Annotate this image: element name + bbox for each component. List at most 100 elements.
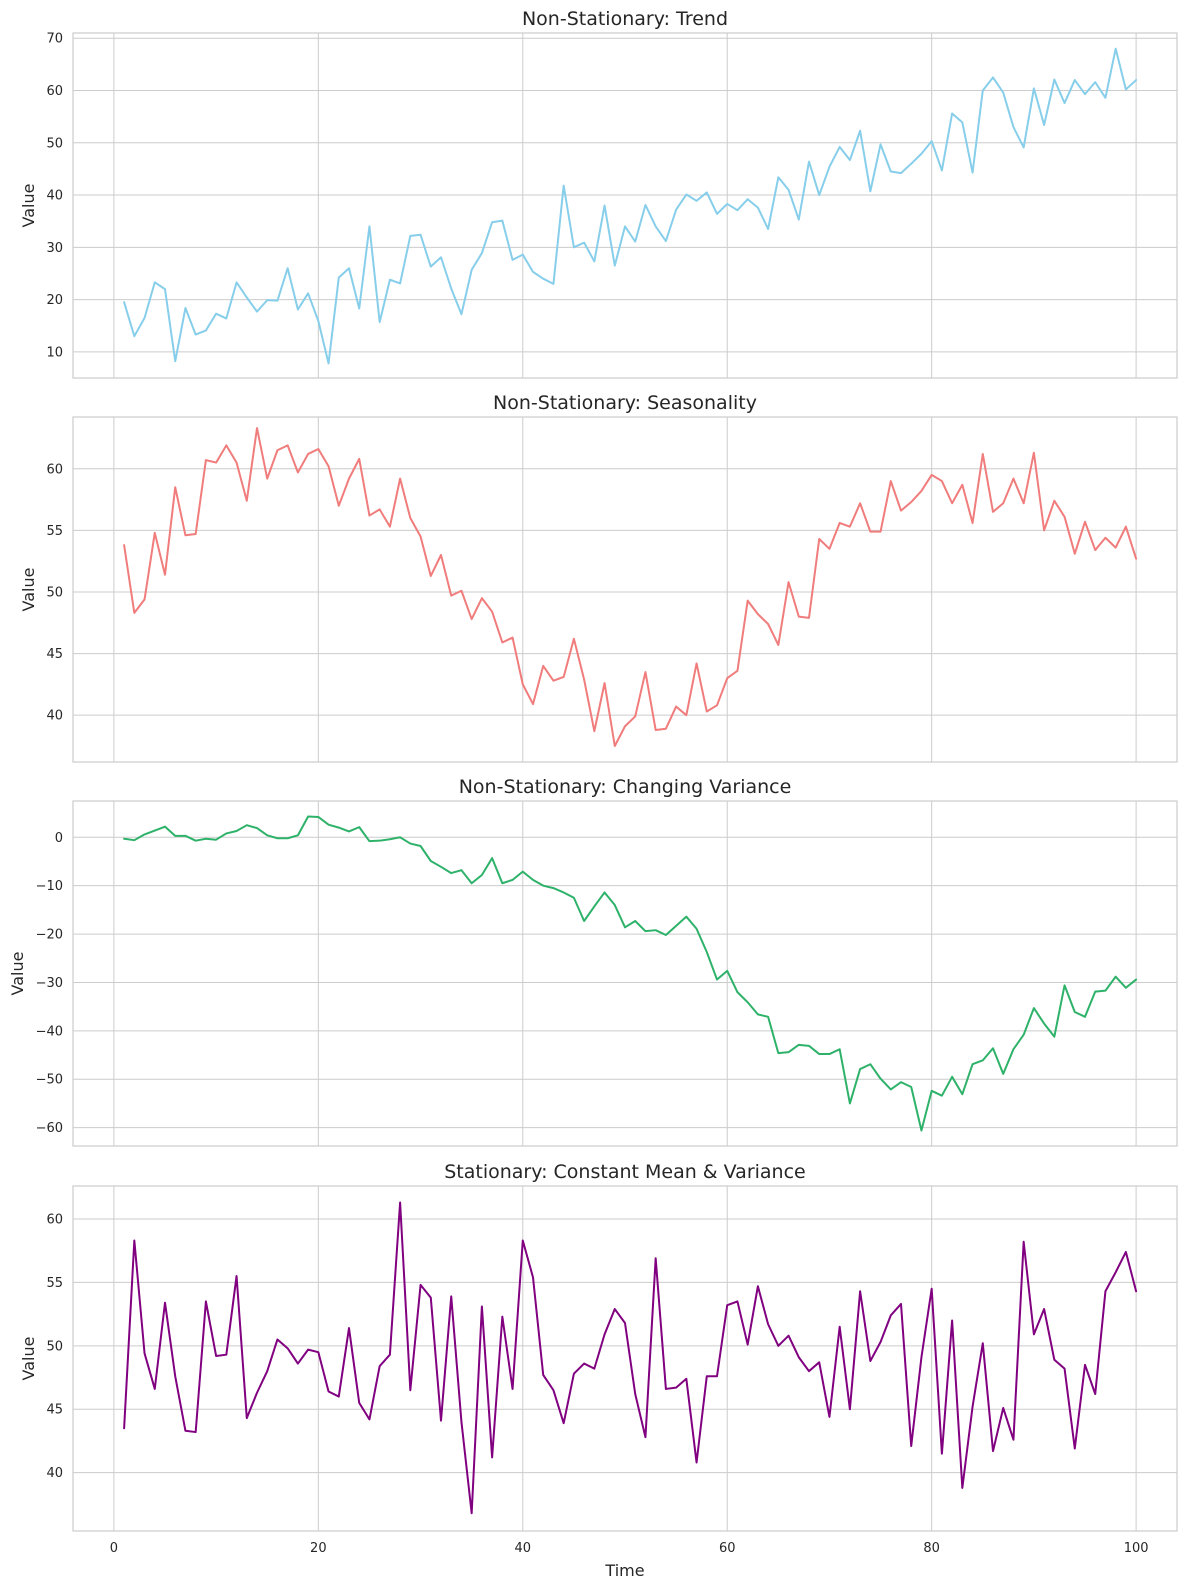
stationary-data-point xyxy=(1104,1290,1106,1292)
changing-variance-data-point xyxy=(440,866,442,868)
changing-variance-data-point xyxy=(471,882,473,884)
trend-data-point xyxy=(818,194,820,196)
changing-variance-data-point xyxy=(634,920,636,922)
changing-variance-data-point xyxy=(900,1081,902,1083)
seasonality-axes-frame xyxy=(72,416,1178,763)
seasonality-data-point xyxy=(328,465,330,467)
changing-variance-data-point xyxy=(1053,1036,1055,1038)
trend-data-point xyxy=(215,313,217,315)
seasonality-data-point xyxy=(1084,521,1086,523)
seasonality-data-point xyxy=(256,427,258,429)
trend-data-point xyxy=(174,360,176,362)
seasonality-data-point xyxy=(164,574,166,576)
seasonality-data-point xyxy=(920,490,922,492)
seasonality-data-point xyxy=(440,554,442,556)
seasonality-data-point xyxy=(696,662,698,664)
changing-variance-data-point xyxy=(757,1013,759,1015)
changing-variance-data-point xyxy=(573,897,575,899)
changing-variance-data-point xyxy=(1012,1048,1014,1050)
seasonality-data-point xyxy=(818,538,820,540)
stationary-data-point xyxy=(880,1341,882,1343)
changing-variance-data-point xyxy=(726,970,728,972)
stationary-data-point xyxy=(931,1288,933,1290)
trend-ytick-label: 50 xyxy=(46,136,63,151)
trend-data-point xyxy=(675,209,677,211)
stationary-data-point xyxy=(338,1396,340,1398)
stationary-data-point xyxy=(379,1365,381,1367)
changing-variance-data-point xyxy=(604,891,606,893)
seasonality-data-point xyxy=(501,641,503,643)
changing-variance-data-point xyxy=(154,830,156,832)
stationary-axes-frame xyxy=(72,1185,1178,1532)
changing-variance-data-point xyxy=(307,815,309,817)
trend-data-point xyxy=(379,321,381,323)
changing-variance-data-point xyxy=(379,840,381,842)
stationary-data-point xyxy=(276,1338,278,1340)
changing-variance-panel: −60 −50 −40 −30 −20 −10 0 Non-Stationary: Chang… xyxy=(8,776,1178,1147)
trend-title: Non-Stationary: Trend xyxy=(522,8,728,30)
trend-data-point xyxy=(542,278,544,280)
stationary-data-point xyxy=(644,1436,646,1438)
stationary-xtick-label: 100 xyxy=(1124,1541,1149,1556)
trend-data-point xyxy=(644,204,646,206)
stationary-data-point xyxy=(522,1240,524,1242)
stationary-ylabel: Value xyxy=(19,1337,38,1381)
changing-variance-data-point xyxy=(512,879,514,881)
changing-variance-data-point xyxy=(552,887,554,889)
seasonality-data-point xyxy=(1023,502,1025,504)
seasonality-data-point xyxy=(982,453,984,455)
seasonality-data-point xyxy=(706,710,708,712)
trend-data-point xyxy=(266,299,268,301)
changing-variance-data-point xyxy=(1125,987,1127,989)
trend-data-point xyxy=(890,171,892,173)
trend-data-point xyxy=(246,297,248,299)
changing-variance-plot-area xyxy=(73,801,1177,1146)
stationary-data-point xyxy=(512,1388,514,1390)
seasonality-data-point xyxy=(880,531,882,533)
stationary-data-point xyxy=(706,1375,708,1377)
trend-data-point xyxy=(471,269,473,271)
stationary-xlabel: Time xyxy=(604,1561,644,1580)
trend-data-point xyxy=(491,221,493,223)
changing-variance-data-point xyxy=(644,930,646,932)
stationary-data-point xyxy=(328,1390,330,1392)
changing-variance-data-point xyxy=(522,871,524,873)
changing-variance-data-point xyxy=(736,991,738,993)
seasonality-data-point xyxy=(1125,526,1127,528)
stationary-data-point xyxy=(501,1316,503,1318)
stationary-xtick-label: 80 xyxy=(923,1541,940,1556)
trend-data-point xyxy=(409,235,411,237)
trend-ytick-label: 30 xyxy=(46,241,63,256)
trend-data-point xyxy=(685,194,687,196)
seasonality-data-point xyxy=(644,671,646,673)
trend-data-point xyxy=(481,252,483,254)
changing-variance-data-point xyxy=(890,1088,892,1090)
trend-data-point xyxy=(1084,93,1086,95)
changing-variance-data-point xyxy=(849,1102,851,1104)
stationary-ytick-label: 45 xyxy=(46,1403,63,1418)
trend-data-point xyxy=(532,271,534,273)
stationary-data-point xyxy=(1135,1290,1137,1292)
seasonality-data-point xyxy=(338,505,340,507)
changing-variance-data-point xyxy=(696,928,698,930)
trend-data-point xyxy=(828,166,830,168)
changing-variance-ytick-label: −30 xyxy=(36,976,63,991)
stationary-data-point xyxy=(420,1284,422,1286)
seasonality-data-point xyxy=(246,500,248,502)
seasonality-data-point xyxy=(297,471,299,473)
changing-variance-data-point xyxy=(133,839,135,841)
trend-data-point xyxy=(624,225,626,227)
seasonality-data-point xyxy=(951,502,953,504)
seasonality-data-point xyxy=(430,575,432,577)
trend-data-point xyxy=(767,228,769,230)
changing-variance-data-point xyxy=(297,834,299,836)
trend-data-point xyxy=(665,240,667,242)
stationary-data-point xyxy=(839,1326,841,1328)
changing-variance-data-point xyxy=(992,1047,994,1049)
seasonality-data-point xyxy=(624,725,626,727)
changing-variance-data-point xyxy=(1104,990,1106,992)
trend-data-point xyxy=(430,266,432,268)
stationary-data-point xyxy=(348,1327,350,1329)
trend-data-point xyxy=(1115,48,1117,50)
trend-data-point xyxy=(1135,79,1137,81)
